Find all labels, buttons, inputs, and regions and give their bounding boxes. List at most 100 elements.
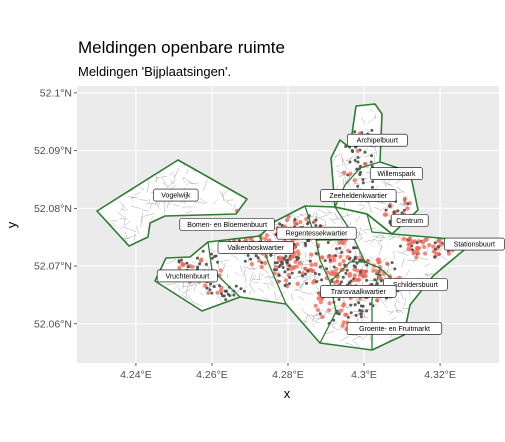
report-point [280, 223, 284, 227]
report-point [218, 284, 221, 288]
report-point [214, 254, 218, 258]
street-segment [257, 287, 265, 293]
street-segment [369, 258, 373, 264]
street-segment [148, 198, 151, 204]
report-point [370, 165, 374, 168]
street-segment [268, 276, 275, 286]
street-segment [173, 284, 180, 290]
street-segment [351, 336, 361, 341]
street-segment [387, 236, 395, 238]
street-segment [249, 284, 256, 294]
street-segment [220, 260, 229, 262]
report-point [185, 261, 189, 265]
street-segment [399, 203, 411, 209]
street-segment [331, 239, 338, 248]
report-point [177, 265, 182, 270]
report-point [300, 271, 305, 276]
street-segment [141, 209, 149, 212]
report-point [273, 264, 279, 270]
report-point [232, 293, 236, 297]
street-segment [395, 298, 400, 304]
street-segment [345, 342, 354, 346]
street-segment [329, 319, 335, 329]
street-segment [361, 335, 367, 341]
street-segment [352, 334, 363, 338]
street-segment [439, 260, 450, 269]
street-segment [384, 182, 387, 187]
x-axis: 4.24°E 4.26°E 4.28°E 4.3°E 4.32°E [120, 363, 456, 381]
street-segment [187, 295, 193, 303]
street-segment [335, 216, 347, 222]
report-point [393, 267, 397, 271]
report-point [306, 239, 310, 243]
street-segment [358, 232, 363, 240]
report-point [415, 241, 419, 245]
report-point [331, 254, 336, 259]
street-segment [301, 275, 311, 279]
street-segment [119, 221, 131, 229]
report-point [228, 294, 232, 298]
street-segment [226, 274, 228, 279]
y-axis: 52.06°N 52.07°N 52.08°N 52.09°N 52.1°N [34, 87, 77, 330]
street-segment [374, 303, 378, 307]
neighbourhood-label: Vogelwijk [153, 188, 199, 202]
street-segment [155, 175, 168, 179]
street-segment [122, 204, 124, 209]
street-segment [190, 281, 198, 287]
street-segment [387, 265, 389, 274]
report-point [356, 156, 360, 159]
report-point [320, 314, 325, 320]
report-point [314, 224, 318, 227]
street-segment [268, 281, 275, 288]
report-point [206, 290, 211, 296]
report-point [338, 308, 344, 313]
street-segment [332, 152, 343, 158]
label-text: Stationsbuurt [454, 242, 495, 249]
label-text: Zeeheldenkwartier [330, 193, 388, 200]
street-segment [251, 278, 261, 280]
street-segment [388, 237, 394, 241]
report-point [259, 265, 264, 270]
report-point [412, 250, 417, 255]
report-point [371, 268, 376, 273]
street-segment [309, 239, 316, 247]
report-point [401, 236, 406, 241]
report-point [399, 244, 402, 248]
report-point [313, 303, 318, 308]
street-segment [143, 213, 155, 217]
report-point [293, 218, 297, 222]
report-point [416, 251, 421, 256]
street-segment [192, 301, 202, 307]
street-segment [219, 191, 226, 201]
report-point [186, 265, 190, 269]
report-point [199, 257, 204, 262]
report-point [306, 269, 310, 273]
label-text: Bomen- en Bloemenbuurt [187, 222, 267, 229]
street-segment [352, 242, 356, 248]
report-point [356, 184, 360, 188]
street-segment [298, 283, 303, 289]
report-point [222, 294, 226, 298]
street-segment [301, 321, 309, 323]
report-point [343, 312, 348, 317]
report-point [257, 258, 262, 263]
report-point [205, 286, 209, 290]
label-text: Vruchtenbuurt [165, 273, 209, 280]
street-segment [367, 116, 377, 124]
street-segment [337, 171, 343, 175]
report-point [403, 200, 408, 205]
report-point [313, 262, 318, 267]
report-point [311, 280, 316, 285]
street-segment [130, 205, 141, 209]
map-subtitle: Meldingen 'Bijplaatsingen'. [78, 64, 232, 79]
report-point [436, 252, 441, 257]
y-tick-label: 52.09°N [34, 145, 72, 157]
street-segment [399, 189, 405, 194]
street-segment [346, 314, 356, 320]
street-segment [361, 117, 365, 124]
report-point [316, 296, 321, 301]
report-point [275, 261, 279, 265]
street-segment [312, 315, 315, 320]
street-segment [389, 201, 395, 206]
street-segment [182, 176, 194, 184]
